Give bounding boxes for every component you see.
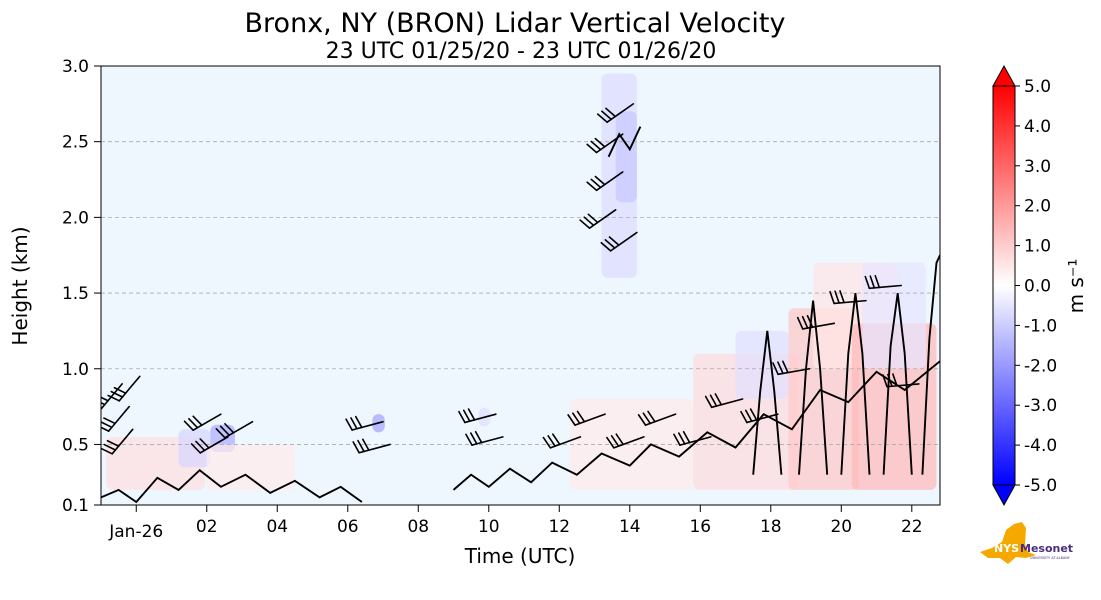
x-tick-label: 12 — [548, 517, 570, 537]
x-tick-label: Jan-26 — [108, 522, 163, 542]
colorbar-tick-label: 0.0 — [1024, 277, 1051, 297]
chart-subtitle: 23 UTC 01/25/20 - 23 UTC 01/26/20 — [326, 39, 717, 64]
wind-barbs — [101, 103, 920, 455]
colorbar-gradient — [992, 85, 1016, 486]
wind-barb — [864, 274, 903, 290]
velocity-patch — [178, 429, 211, 468]
wind-barb — [183, 413, 222, 431]
wind-barb — [345, 415, 384, 431]
wind-barb — [586, 133, 624, 154]
velocity-contour — [452, 360, 940, 491]
velocity-patch — [615, 111, 637, 203]
wind-barb — [740, 408, 779, 424]
colorbar-tick-label: 5.0 — [1024, 77, 1051, 97]
new-york-state-shape — [980, 522, 1036, 564]
nys-mesonet-logo: NYS Mesonet UNIVERSITY AT ALBANY — [978, 518, 1074, 568]
wind-barb — [704, 393, 744, 409]
velocity-contour — [798, 300, 829, 475]
wind-barb — [579, 209, 617, 229]
colorbar-tick-label: -1.0 — [1024, 316, 1057, 336]
chart-title: Bronx, NY (BRON) Lidar Vertical Velocity — [245, 8, 786, 39]
velocity-contour — [607, 126, 642, 158]
plot-area: Jan-26 02 04 06 08 10 12 14 16 18 20 22 0.1 0.5 1.0 1.… — [62, 57, 941, 542]
colorbar-extend-top — [992, 64, 1016, 87]
x-tick-label: 18 — [760, 517, 782, 537]
colorbar-tick-label: -3.0 — [1024, 396, 1057, 416]
x-axis-label: Time (UTC) — [464, 544, 576, 568]
x-tick-label: 06 — [337, 517, 359, 537]
colorbar: 5.0 4.0 3.0 2.0 1.0 0.0 -1.0 -2.0 -3.0 -4.0 -5.0 m… — [992, 64, 1088, 507]
colorbar-tick-label: 2.0 — [1024, 197, 1051, 217]
logo-mesonet-text: Mesonet — [1020, 542, 1073, 555]
wind-barb — [107, 375, 141, 402]
wind-barb — [190, 436, 229, 454]
wind-barb — [101, 383, 123, 410]
velocity-contour — [840, 292, 871, 475]
colorbar-extend-bottom — [992, 484, 1016, 507]
velocity-contour — [101, 468, 363, 504]
plot-frame — [100, 65, 941, 506]
wind-barb — [596, 103, 635, 123]
wind-barb — [829, 290, 867, 305]
x-tick-label: 04 — [266, 517, 288, 537]
y-tick-label: 2.5 — [62, 133, 89, 153]
velocity-patch — [569, 399, 694, 490]
wind-barb — [542, 433, 582, 449]
wind-barb — [600, 231, 638, 252]
y-tick-label: 0.5 — [62, 435, 89, 455]
y-tick-label: 0.1 — [62, 496, 89, 516]
x-axis-ticks: Jan-26 02 04 06 08 10 12 14 16 18 20 22 — [108, 505, 923, 542]
colorbar-tick-label: -2.0 — [1024, 356, 1057, 376]
y-tick-label: 1.0 — [62, 360, 89, 380]
wind-barb — [101, 405, 131, 432]
y-tick-label: 1.5 — [62, 284, 89, 304]
wind-barb — [101, 428, 134, 455]
x-tick-label: 14 — [619, 517, 641, 537]
y-tick-label: 2.0 — [62, 208, 89, 228]
wind-barb — [796, 315, 836, 330]
wind-barb — [606, 433, 645, 449]
velocity-contour — [921, 254, 940, 475]
wind-barb — [465, 430, 504, 446]
colorbar-tick-label: 1.0 — [1024, 237, 1051, 257]
colorbar-tick-label: 4.0 — [1024, 117, 1051, 137]
y-axis-ticks: 0.1 0.5 1.0 1.5 2.0 2.5 3.0 — [62, 57, 101, 516]
x-tick-label: 16 — [689, 517, 711, 537]
wind-barb — [586, 171, 624, 192]
colorbar-tick-label: -5.0 — [1024, 476, 1057, 496]
x-tick-label: 10 — [478, 517, 500, 537]
velocity-patch — [206, 444, 295, 490]
wind-barb — [458, 408, 497, 424]
velocity-patch — [735, 330, 789, 400]
wind-barb — [215, 420, 254, 439]
y-axis-label: Height (km) — [8, 226, 32, 345]
wind-barb — [567, 410, 606, 426]
x-tick-label: 20 — [830, 517, 852, 537]
wind-barb — [352, 438, 391, 454]
x-tick-label: 22 — [901, 517, 923, 537]
colorbar-label: m s⁻¹ — [1064, 259, 1088, 314]
velocity-contour — [882, 292, 913, 475]
colorbar-tick-label: 3.0 — [1024, 157, 1051, 177]
y-tick-label: 3.0 — [62, 57, 89, 77]
wind-barb — [882, 373, 920, 388]
logo-subtitle-text: UNIVERSITY AT ALBANY — [1030, 556, 1071, 560]
wind-barb — [673, 430, 712, 446]
x-tick-label: 02 — [196, 517, 218, 537]
logo-nys-text: NYS — [994, 542, 1019, 555]
colorbar-ticks: 5.0 4.0 3.0 2.0 1.0 0.0 -1.0 -2.0 -3.0 -4.0 -5.0 — [1015, 77, 1057, 496]
x-tick-label: 08 — [407, 517, 429, 537]
wind-barb — [772, 360, 811, 376]
wind-barb — [637, 410, 677, 426]
colorbar-tick-label: -4.0 — [1024, 436, 1057, 456]
